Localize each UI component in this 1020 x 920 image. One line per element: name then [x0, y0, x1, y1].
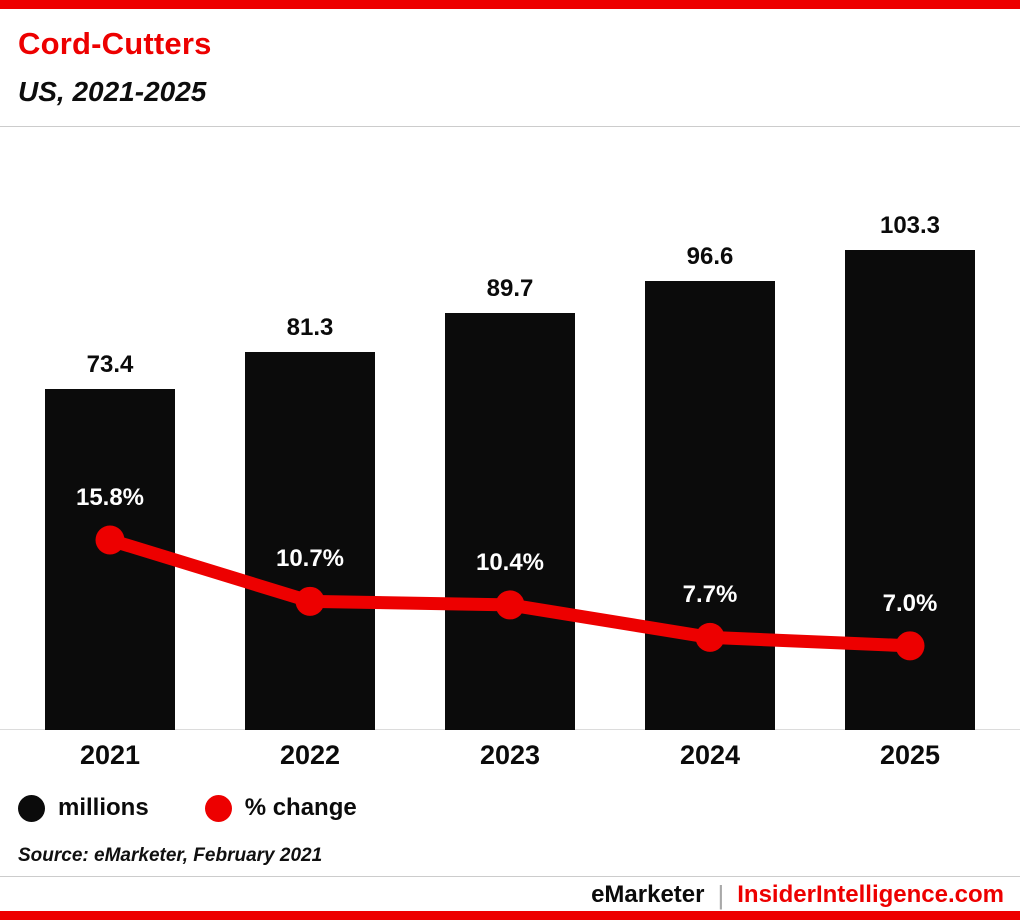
legend-item-pct-change: % change — [204, 794, 357, 822]
millions-legend-dot — [18, 794, 45, 822]
emarketer-wordmark: eMarketer — [591, 881, 705, 908]
pct-change-label-2024: 7.7% — [682, 581, 738, 609]
footer-branding: eMarketer | InsiderIntelligence.com — [591, 880, 1004, 910]
pct-change-line-layer — [95, 525, 925, 661]
pct-change-legend-dot — [204, 794, 232, 822]
pct-change-label-2022: 10.7% — [275, 545, 345, 573]
legend-item-millions: millions — [18, 794, 149, 822]
bar-value-label-2024: 96.6 — [686, 243, 734, 270]
pct-change-label-2021: 15.8% — [75, 484, 145, 511]
pct-change-point-2024 — [695, 622, 725, 652]
bar-2022 — [245, 352, 375, 730]
bar-2024 — [645, 281, 775, 730]
legend-label-pct-change: % change — [244, 794, 357, 821]
top-accent-bar — [0, 0, 1020, 9]
chart-title: Cord-Cutters — [18, 26, 212, 61]
pct-change-point-2025 — [895, 631, 925, 661]
bar-value-label-2023: 89.7 — [486, 275, 534, 302]
x-axis-label-2024: 2024 — [679, 740, 741, 770]
x-axis-label-2021: 2021 — [79, 740, 141, 770]
pct-change-point-2021 — [95, 525, 125, 555]
bar-value-label-2025: 103.3 — [879, 212, 941, 239]
x-axis-label-2022: 2022 — [279, 740, 341, 770]
chart-plot-area: 73.4 2021 81.3 2022 89.7 2023 96.6 2024 103.3 202… — [0, 150, 1020, 770]
x-axis-label-2025: 2025 — [879, 740, 941, 770]
bar-2023 — [445, 313, 575, 730]
footer-divider — [0, 876, 1020, 877]
chart-subtitle: US, 2021-2025 — [18, 76, 207, 107]
chart-legend: millions % change — [18, 794, 357, 822]
pct-change-point-2023 — [495, 590, 525, 620]
header-divider — [0, 126, 1020, 127]
pct-change-point-2022 — [295, 586, 325, 616]
brand-separator: | — [717, 880, 725, 910]
bottom-accent-bar — [0, 911, 1020, 920]
x-axis-label-2023: 2023 — [479, 740, 541, 770]
legend-label-millions: millions — [58, 794, 149, 821]
chart-header: Cord-Cutters US, 2021-2025 — [18, 26, 212, 108]
insider-intelligence-link[interactable]: InsiderIntelligence.com — [737, 881, 1004, 908]
pct-change-label-2023: 10.4% — [475, 548, 545, 576]
bar-value-label-2022: 81.3 — [286, 314, 334, 341]
pct-change-label-2025: 7.0% — [882, 589, 938, 617]
bar-value-label-2021: 73.4 — [86, 351, 134, 378]
source-note: Source: eMarketer, February 2021 — [18, 845, 323, 866]
